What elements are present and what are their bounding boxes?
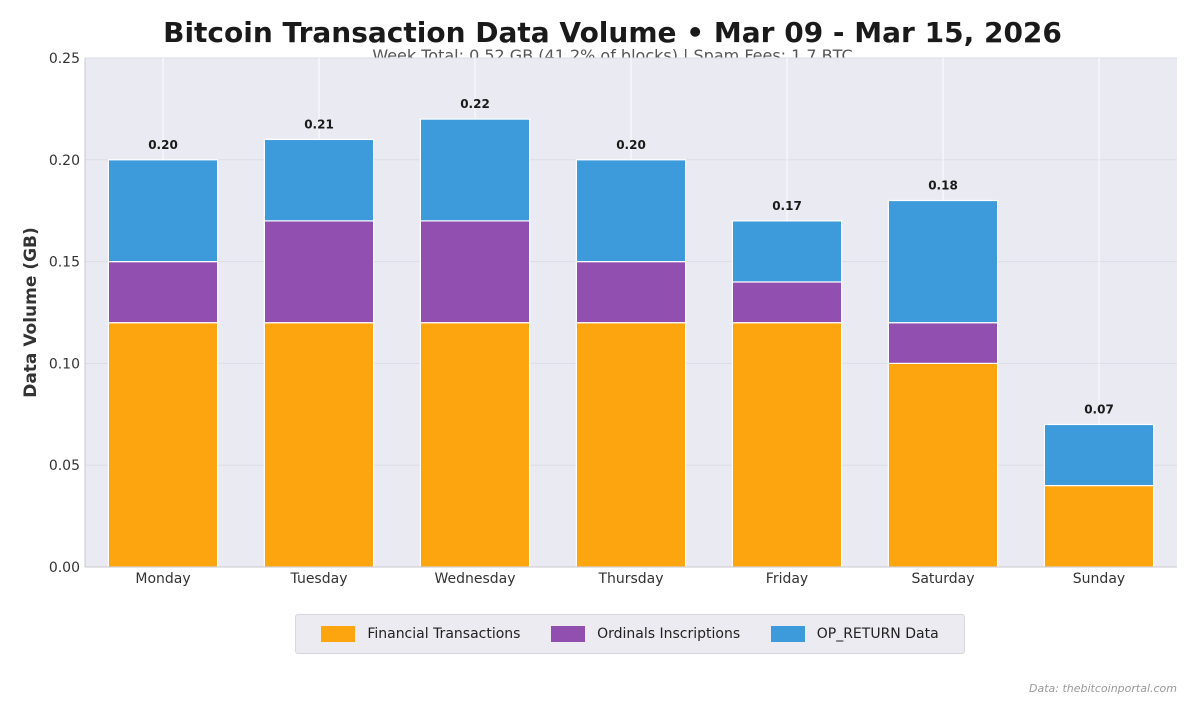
x-tick-label: Thursday xyxy=(597,571,663,587)
y-tick-label: 0.20 xyxy=(49,153,80,169)
y-tick-label: 0.00 xyxy=(49,560,80,576)
bar-segment-ordinals xyxy=(731,281,843,324)
x-tick-label: Tuesday xyxy=(290,571,348,587)
bar-total-label: 0.07 xyxy=(1084,402,1114,416)
legend-label-financial: Financial Transactions xyxy=(367,626,521,642)
bar-segment-financial xyxy=(731,322,843,568)
bar-segment-financial xyxy=(575,322,687,568)
bar-segment-financial xyxy=(887,362,999,568)
legend-item-ordinals: Ordinals Inscriptions xyxy=(551,626,740,642)
bar-segment-ordinals xyxy=(575,261,687,324)
bar-segment-financial xyxy=(419,322,531,568)
legend-item-opreturn: OP_RETURN Data xyxy=(770,626,939,642)
x-tick-label: Saturday xyxy=(911,571,974,587)
bar-segment-opreturn xyxy=(731,220,843,283)
x-tick-label: Sunday xyxy=(1073,571,1125,587)
y-tick-label: 0.05 xyxy=(49,458,80,474)
bar-total-label: 0.22 xyxy=(460,97,490,111)
bar-segment-financial xyxy=(1043,484,1155,568)
bar-total-label: 0.20 xyxy=(148,138,178,152)
bar-total-label: 0.18 xyxy=(928,179,958,193)
bar-segment-opreturn xyxy=(107,159,219,263)
bar-segment-ordinals xyxy=(419,220,531,324)
chart-legend: Financial Transactions Ordinals Inscript… xyxy=(295,614,965,654)
bar-segment-ordinals xyxy=(107,261,219,324)
legend-item-financial: Financial Transactions xyxy=(321,626,520,642)
bar-segment-ordinals xyxy=(887,322,999,364)
bar-segment-financial xyxy=(107,322,219,568)
x-tick-label: Wednesday xyxy=(434,571,515,587)
bar-segment-opreturn xyxy=(887,199,999,324)
y-tick-label: 0.15 xyxy=(49,255,80,271)
legend-label-opreturn: OP_RETURN Data xyxy=(816,626,939,642)
bar-total-label: 0.20 xyxy=(616,138,646,152)
bar-segment-opreturn xyxy=(419,118,531,222)
bar-total-label: 0.21 xyxy=(304,117,334,131)
legend-label-ordinals: Ordinals Inscriptions xyxy=(597,626,741,642)
bar-segment-ordinals xyxy=(263,220,375,324)
x-tick-label: Friday xyxy=(766,571,808,587)
y-axis-label: Data Volume (GB) xyxy=(21,227,41,398)
x-tick-label: Monday xyxy=(135,571,190,587)
bar-segment-opreturn xyxy=(263,138,375,222)
chart-title: Bitcoin Transaction Data Volume • Mar 09… xyxy=(163,16,1062,49)
bar-total-label: 0.17 xyxy=(772,199,802,213)
bar-segment-financial xyxy=(263,322,375,568)
legend-swatch-financial xyxy=(321,626,356,642)
y-tick-label: 0.10 xyxy=(49,356,80,372)
bar-segment-opreturn xyxy=(575,159,687,263)
legend-swatch-ordinals xyxy=(551,626,586,642)
data-source-note: Data: thebitcoinportal.com xyxy=(1028,682,1177,695)
legend-swatch-opreturn xyxy=(770,626,805,642)
y-tick-label: 0.25 xyxy=(49,51,80,67)
bar-segment-opreturn xyxy=(1043,423,1155,487)
